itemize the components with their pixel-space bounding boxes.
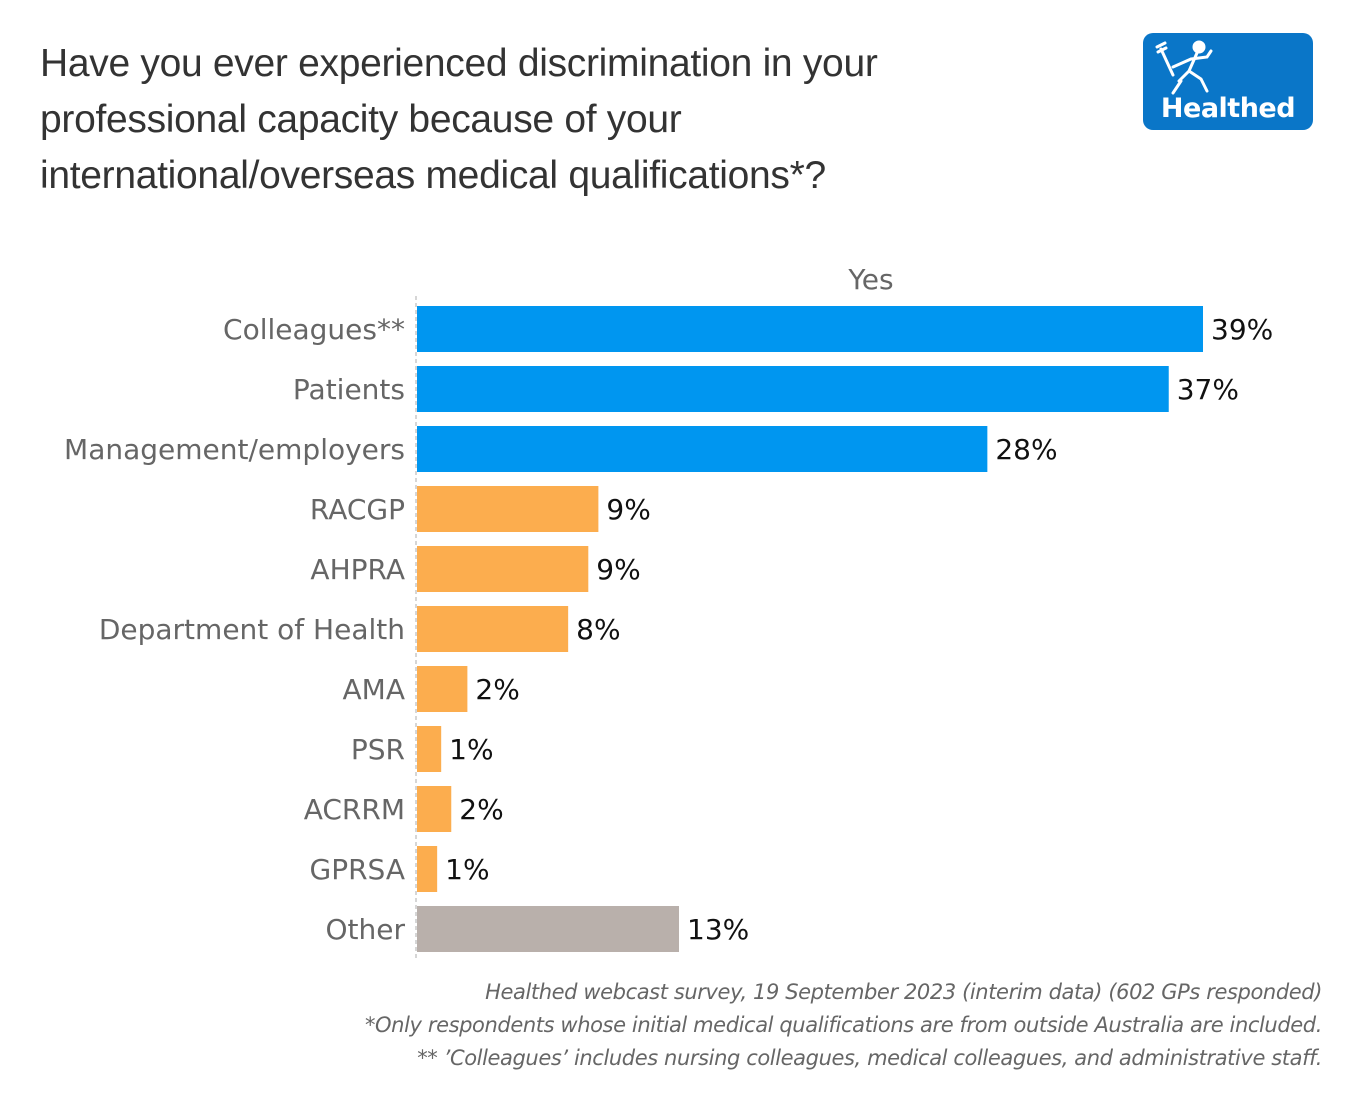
category-label-department-of-health: Department of Health (99, 613, 405, 646)
bar-other[interactable] (417, 906, 679, 952)
bar-colleagues[interactable] (417, 306, 1203, 352)
title-line-1: Have you ever experienced discrimination… (40, 42, 878, 85)
bar-gprsa[interactable] (417, 846, 438, 892)
category-label-patients: Patients (293, 373, 405, 406)
bar-acrrm[interactable] (417, 786, 452, 832)
value-label-ama: 2% (475, 673, 519, 706)
value-label-psr: 1% (449, 733, 493, 766)
value-label-department-of-health: 8% (576, 613, 620, 646)
bar-ahpra[interactable] (417, 546, 589, 592)
category-label-colleagues: Colleagues** (223, 313, 405, 346)
category-label-acrrm: ACRRM (304, 793, 405, 826)
value-label-acrrm: 2% (459, 793, 503, 826)
category-label-other: Other (325, 913, 405, 946)
bar-racgp[interactable] (417, 486, 599, 532)
title-line-3: international/overseas medical qualifica… (40, 154, 826, 197)
footnote-asterisk: *Only respondents whose initial medical … (364, 1013, 1322, 1037)
source-note: Healthed webcast survey, 19 September 20… (485, 980, 1322, 1004)
value-label-other: 13% (687, 913, 749, 946)
footnote-double-asterisk: ** ’Colleagues’ includes nursing colleag… (417, 1046, 1322, 1070)
hermes-runner-icon (1155, 40, 1213, 95)
bar-department-of-health[interactable] (417, 606, 569, 652)
bars-group: Colleagues** 39% Patients 37% Management/emp… (64, 306, 1273, 952)
bar-ama[interactable] (417, 666, 468, 712)
bar-management-employers[interactable] (417, 426, 988, 472)
category-label-psr: PSR (351, 733, 405, 766)
category-label-ama: AMA (343, 673, 405, 706)
category-label-gprsa: GPRSA (310, 853, 405, 886)
title-line-2: professional capacity because of your (40, 98, 682, 141)
value-label-patients: 37% (1177, 373, 1239, 406)
category-label-management-employers: Management/employers (64, 433, 405, 466)
bar-psr[interactable] (417, 726, 442, 772)
column-header: Yes (847, 263, 893, 296)
value-label-racgp: 9% (606, 493, 650, 526)
bar-patients[interactable] (417, 366, 1169, 412)
value-label-colleagues: 39% (1211, 313, 1273, 346)
value-label-ahpra: 9% (596, 553, 640, 586)
logo-text: Healthed (1160, 93, 1296, 124)
value-label-management-employers: 28% (995, 433, 1057, 466)
footnotes: Healthed webcast survey, 19 September 20… (365, 976, 1322, 1075)
category-label-ahpra: AHPRA (310, 553, 405, 586)
healthed-logo: Healthed (1143, 33, 1313, 130)
chart-title: Have you ever experienced discrimination… (40, 36, 1040, 204)
value-label-gprsa: 1% (445, 853, 489, 886)
category-label-racgp: RACGP (310, 493, 405, 526)
